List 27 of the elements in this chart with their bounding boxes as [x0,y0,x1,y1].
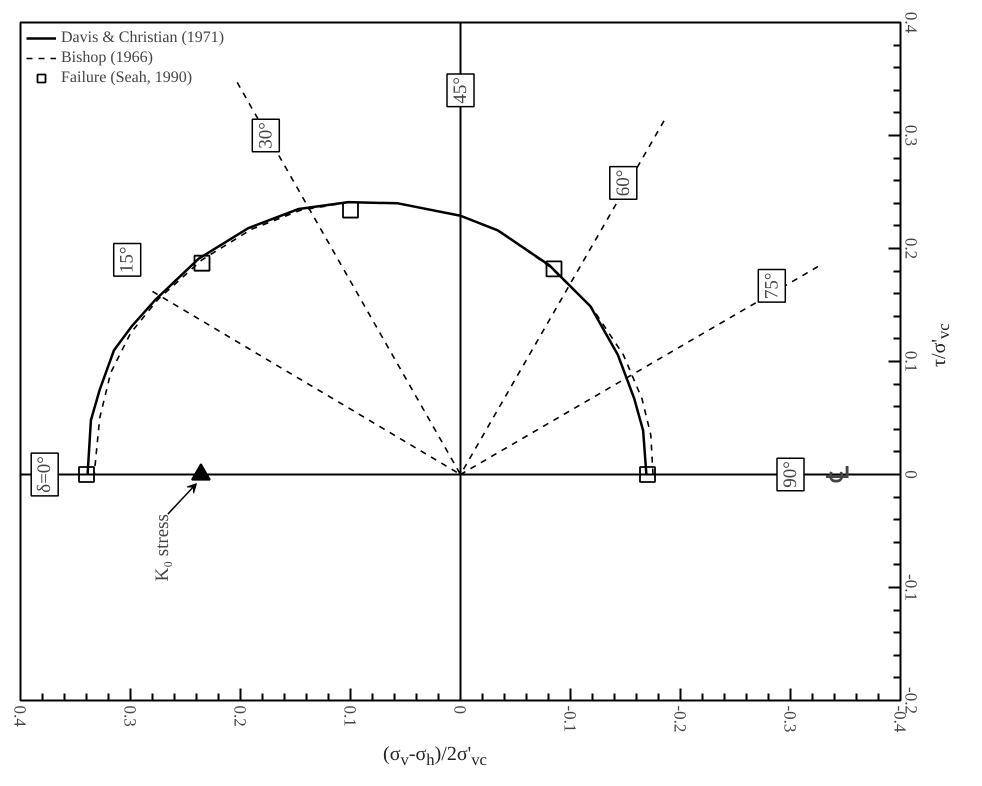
annotation: 90° [780,461,801,488]
y-tick-label: 0.4 [902,12,920,34]
annotation: 60° [612,170,634,196]
y-tick-label: 0.2 [902,238,920,260]
annotation: δ=0° [34,456,56,493]
x-tick-label: 0.1 [340,706,360,727]
x-tick-label: -0.2 [670,706,690,732]
legend-label: Davis & Christian (1971) [61,29,224,47]
annotation: 45° [450,76,471,104]
x-tick-label: 0 [450,706,470,714]
x-tick-label: -0.3 [780,706,800,732]
ref-line-label: ℄ [822,465,855,483]
legend-label: Failure (Seah, 1990) [61,69,192,87]
annotation: 30° [255,122,276,149]
x-tick-label: -0.1 [560,706,580,732]
x-tick-label: 0.4 [10,706,30,728]
y-tick-label: 0.1 [902,350,920,372]
y-tick-label: -0.1 [902,574,920,601]
x-tick-label: 0.2 [230,706,250,727]
x-axis-title: (σ$_{v}$-σ$_{h}$)/2σ'$_{vc}$ [383,742,487,771]
y-tick-label: 0.3 [902,124,920,146]
annotation: K₀ stress [152,514,173,582]
annotation: 75° [761,272,782,300]
legend-label: Bishop (1966) [61,49,153,67]
annotation: 15° [116,246,138,274]
y-tick-label: 0 [902,470,920,479]
x-tick-label: 0.3 [120,706,140,727]
